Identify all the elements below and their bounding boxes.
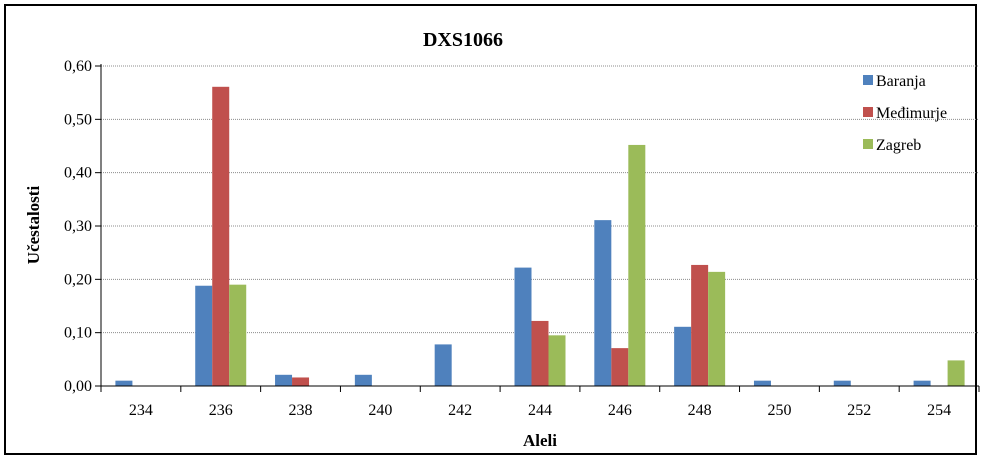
y-tick-label: 0,10 [64,325,92,342]
x-tick-labels: 234 236 238 240 242 244 246 248 250 252 254 [129,402,951,419]
y-tick-label: 0,00 [64,378,92,395]
y-tick-label: 0,20 [64,271,92,288]
bar-međimurje-238 [292,377,310,386]
bars [115,86,965,387]
y-tick-label: 0,60 [64,58,92,75]
legend-label: Međimurje [876,105,947,122]
chart-title: DXS1066 [423,29,503,51]
x-tick-label: 252 [847,402,871,419]
bar-zagreb-246 [628,144,646,386]
bar-zagreb-254 [947,360,965,386]
y-axis-label: Učestalosti [24,186,43,265]
bar-zagreb-236 [229,284,247,386]
bar-baranja-248 [674,326,692,386]
bar-zagreb-244 [548,335,566,386]
axes [100,64,980,392]
y-tick-labels: 0,00 0,10 0,20 0,30 0,40 0,50 0,60 [64,58,92,395]
legend-swatch-međimurje [863,107,873,117]
x-tick-label: 250 [767,402,791,419]
bar-baranja-254 [913,380,931,386]
x-tick-label: 244 [528,402,552,419]
bar-baranja-250 [753,380,771,386]
x-tick-label: 238 [289,402,313,419]
bar-baranja-240 [354,374,372,386]
x-tick-label: 234 [129,402,153,419]
legend-swatch-zagreb [863,139,873,149]
bar-baranja-236 [195,285,213,386]
bar-baranja-234 [115,380,133,386]
y-tick-label: 0,30 [64,218,92,235]
legend-label: Baranja [876,73,926,90]
bar-baranja-242 [434,344,452,386]
x-tick-label: 248 [688,402,712,419]
legend-swatch-baranja [863,75,873,85]
x-axis-label: Aleli [523,431,557,450]
y-tick-label: 0,50 [64,111,92,128]
bar-zagreb-248 [708,271,726,386]
bar-međimurje-246 [611,348,629,386]
bar-baranja-244 [514,267,532,386]
x-tick-label: 242 [448,402,472,419]
x-tick-label: 246 [608,402,632,419]
y-tick-label: 0,40 [64,165,92,182]
x-tick-label: 254 [927,402,951,419]
bar-baranja-238 [275,374,293,386]
bar-međimurje-244 [531,320,549,386]
bar-međimurje-248 [691,264,709,386]
bar-međimurje-236 [212,86,230,387]
chart-frame [4,4,977,455]
legend-label: Zagreb [876,137,921,154]
bar-baranja-252 [833,380,851,386]
legend: Baranja Međimurje Zagreb [863,73,947,154]
x-tick-label: 236 [209,402,233,419]
bar-baranja-246 [594,220,612,386]
x-tick-label: 240 [368,402,392,419]
